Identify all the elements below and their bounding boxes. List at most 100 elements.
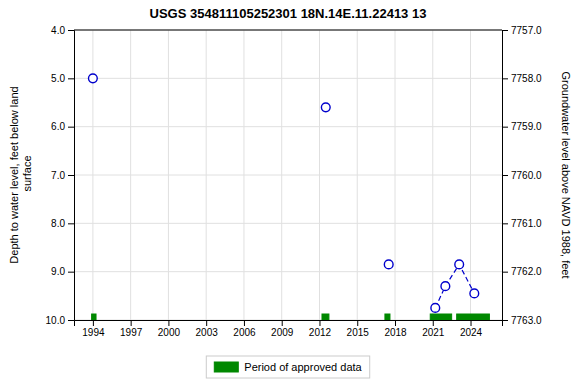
tick-label: 2009	[271, 327, 294, 338]
tick-mark	[357, 320, 358, 326]
y2-axis: 7763.0 7762.0 7761.0 7760.0 7759.0 7758.0 7757…	[502, 25, 542, 326]
tick-mark	[68, 175, 74, 176]
tick-label: 7759.0	[511, 121, 542, 132]
tick: 7.0	[51, 170, 74, 181]
tick-mark	[68, 223, 74, 224]
tick-label: 2003	[196, 327, 219, 338]
point	[455, 260, 464, 269]
y-axis: 4.0 5.0 6.0 7.0 8.0 9.0 10.0	[46, 25, 75, 326]
tick: 2009	[271, 320, 294, 338]
tick: 2006	[233, 320, 256, 338]
tick-label: 2000	[158, 327, 181, 338]
tick-mark	[319, 320, 320, 326]
period-bar	[430, 314, 451, 320]
tick: 6.0	[51, 121, 74, 132]
tick-label: 1994	[82, 327, 105, 338]
title: USGS 354811105252301 18N.14E.11.22413 13	[150, 6, 427, 21]
marks	[89, 74, 490, 320]
tick-mark	[502, 272, 508, 273]
tick: 7760.0	[502, 170, 542, 181]
tick: 1997	[120, 320, 143, 338]
tick: 2015	[347, 320, 370, 338]
tick-mark	[282, 320, 283, 326]
tick-mark	[471, 320, 472, 326]
tick-mark	[68, 127, 74, 128]
tick: 7758.0	[502, 73, 542, 84]
tick: 4.0	[51, 25, 74, 36]
tick: 10.0	[46, 315, 74, 326]
legend-label: Period of approved data	[244, 361, 362, 373]
tick-mark	[395, 320, 396, 326]
tick: 2024	[460, 320, 483, 338]
tick-label: 2018	[384, 327, 407, 338]
tick: 2003	[196, 320, 219, 338]
tick: 7757.0	[502, 25, 542, 36]
tick: 7759.0	[502, 121, 542, 132]
tick: 2000	[158, 320, 181, 338]
tick-mark	[206, 320, 207, 326]
tick-mark	[433, 320, 434, 326]
tick: 7762.0	[502, 266, 542, 277]
point	[384, 260, 393, 269]
x-axis: 1994 1997 2000 2003 2006 2009 2012 2015 2018 2021…	[75, 320, 503, 338]
tick: 9.0	[51, 266, 74, 277]
grid-line	[74, 30, 502, 31]
grid-line	[74, 126, 502, 127]
period-bar	[457, 314, 490, 320]
tick-mark	[502, 223, 508, 224]
tick-label: 7763.0	[511, 315, 542, 326]
tick-mark	[168, 320, 169, 326]
plot: 1994 1997 2000 2003 2006 2009 2012 2015 2018 2021…	[46, 25, 542, 338]
period-bar	[385, 314, 390, 320]
tick-label: 2006	[233, 327, 256, 338]
tick-label: 10.0	[46, 315, 66, 326]
tick-label: 9.0	[51, 266, 65, 277]
point	[89, 74, 98, 83]
grid-line	[74, 271, 502, 272]
tick-mark	[502, 127, 508, 128]
chart: 1994 1997 2000 2003 2006 2009 2012 2015 2018 2021…	[0, 0, 576, 384]
tick-label: 2024	[460, 327, 483, 338]
frame	[74, 30, 502, 31]
point	[321, 103, 330, 112]
tick: 7763.0	[502, 315, 542, 326]
tick-label: 2015	[347, 327, 370, 338]
tick: 7761.0	[502, 218, 542, 229]
y2-axis-title: Groundwater level above NAVD 1988, feet	[560, 71, 572, 278]
tick: 1994	[82, 320, 105, 338]
tick: 2021	[422, 320, 445, 338]
tick-label: 7760.0	[511, 170, 542, 181]
grid-line	[74, 78, 502, 79]
grid-line	[74, 175, 502, 176]
tick-label: 5.0	[51, 73, 65, 84]
tick-label: 6.0	[51, 121, 65, 132]
connector-line	[435, 264, 474, 308]
tick-label: 7761.0	[511, 218, 542, 229]
legend-frame	[206, 356, 369, 378]
point	[441, 282, 450, 291]
period-bar	[322, 314, 329, 320]
tick-mark	[502, 320, 508, 321]
tick-mark	[68, 30, 74, 31]
tick-mark	[502, 78, 508, 79]
tick-label: 8.0	[51, 218, 65, 229]
tick-label: 1997	[120, 327, 143, 338]
point	[431, 304, 440, 313]
tick-label: 7.0	[51, 170, 65, 181]
tick-label: 7758.0	[511, 73, 542, 84]
tick-mark	[502, 175, 508, 176]
tick: 8.0	[51, 218, 74, 229]
axis-line	[503, 31, 509, 321]
tick-mark	[131, 320, 132, 326]
axis-line	[75, 321, 503, 327]
tick: 2012	[309, 320, 332, 338]
tick-mark	[244, 320, 245, 326]
tick: 2018	[384, 320, 407, 338]
period-bar	[92, 314, 96, 320]
point	[470, 289, 479, 298]
grid-line	[74, 223, 502, 224]
legend-swatch	[214, 362, 238, 372]
axis-line	[68, 31, 75, 321]
tick-label: 4.0	[51, 25, 65, 36]
tick-mark	[68, 272, 74, 273]
